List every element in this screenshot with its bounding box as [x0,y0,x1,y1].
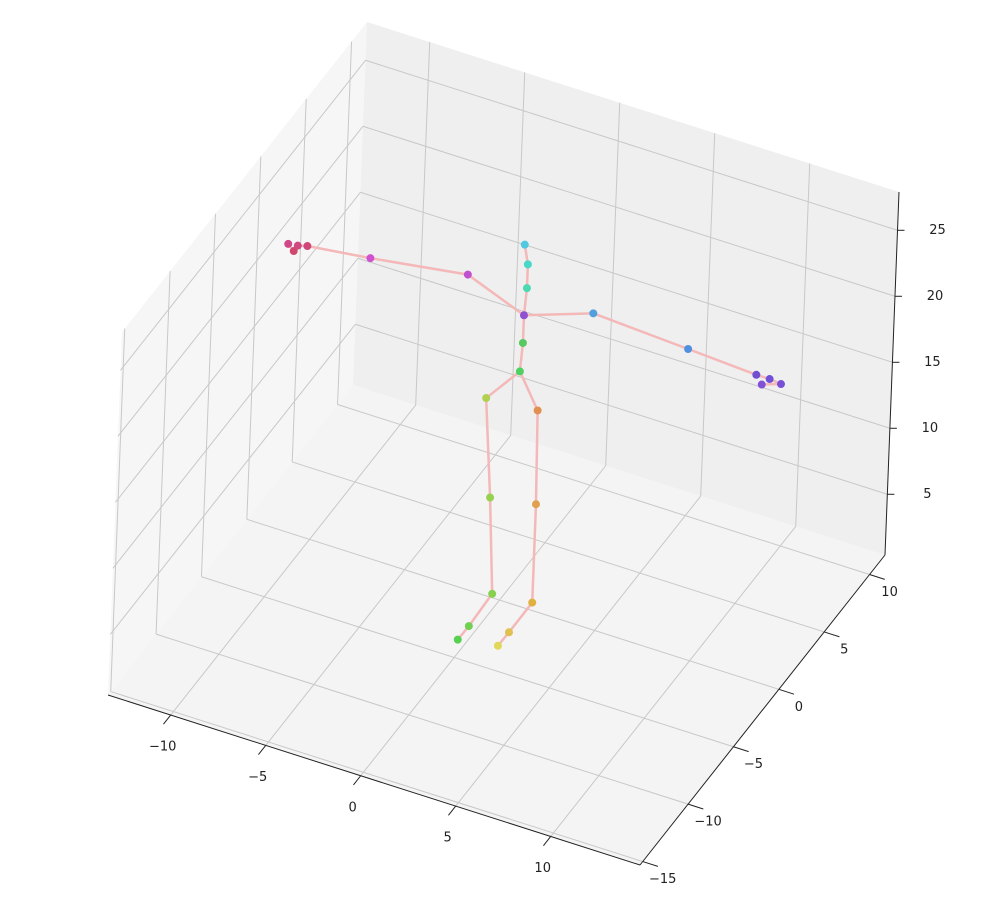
z-tick-label: 15 [924,355,941,370]
z-tick-label: 20 [927,289,944,304]
bone [592,312,689,351]
joint [488,589,497,598]
joint [504,628,513,637]
bone [687,347,757,376]
joint [464,622,473,631]
grid-line [360,191,893,363]
x-tick [543,836,552,846]
y-tick [642,861,659,867]
back-pane [353,22,899,555]
x-tick-label: 0 [349,800,357,815]
grid-line [112,257,359,569]
joint [515,367,524,376]
bone [307,244,371,260]
grid-line [355,323,888,495]
joint [463,270,472,279]
bone [467,273,525,317]
joint [366,254,375,263]
grid-line [120,59,366,371]
bone [534,410,539,505]
bone [518,370,539,411]
joint [528,598,537,607]
bone [508,601,534,634]
bone [523,312,594,317]
bone [518,342,525,372]
joint [523,260,532,269]
joint [757,380,766,389]
grid-line [360,465,607,777]
y-tick-label: 10 [881,585,898,600]
y-tick-label: 5 [840,642,848,657]
y-tick-label: −5 [744,757,763,772]
y-tick-label: 0 [795,700,803,715]
grid-line [337,404,870,575]
bone [485,370,521,400]
grid-line [365,59,898,231]
joint [752,370,761,379]
grid-line [109,323,356,635]
joint [284,239,293,248]
joint [519,311,528,320]
joint [303,242,312,251]
z-tick-label: 10 [922,421,939,436]
joint [493,641,502,650]
x-tick [163,714,172,725]
grid-line [455,495,702,807]
grid-line [201,576,734,748]
z-tick-label: 5 [923,487,931,502]
grid-line [357,257,891,429]
floor-pane [108,385,885,865]
joint [531,500,540,509]
grid-line [265,435,512,746]
joint [589,309,598,318]
z-tick-label: 25 [929,223,946,238]
joint [533,406,542,415]
joint [518,338,527,347]
bone [467,593,494,627]
joint [522,284,531,293]
y-tick [687,803,704,810]
x-tick-label: 5 [444,831,452,846]
y-tick [869,574,885,580]
joint [453,635,462,644]
grid-line [170,404,417,716]
y-tick [733,746,749,753]
y-axis-line [639,554,886,866]
grid-line [117,125,364,437]
x-tick-label: −5 [248,770,267,785]
grid-line [550,526,797,837]
grid-line [110,691,643,863]
x-tick [258,745,267,755]
x-tick [353,775,362,786]
joint [289,247,298,256]
y-tick [824,631,840,638]
joint [482,394,491,403]
bone [530,504,538,603]
grid-line [246,518,779,690]
x-tick-label: 10 [534,861,551,876]
grid-line [292,461,825,633]
x-axis-line [107,694,641,866]
joint [684,344,693,353]
bone [484,397,492,498]
joint [520,240,529,249]
bone [488,497,494,594]
x-tick [448,805,457,816]
bone [521,315,526,344]
grid-line [155,633,689,805]
joint [765,375,774,384]
grid-line [115,191,361,503]
grid-line [362,125,896,297]
z-axis-line [884,191,900,556]
y-tick-label: −15 [649,872,676,887]
x-tick-label: −10 [149,740,176,755]
y-tick-label: −10 [694,815,721,830]
bone [522,288,529,316]
y-tick [778,688,795,695]
joint [486,493,495,502]
bone [370,256,469,276]
joint [776,380,785,389]
